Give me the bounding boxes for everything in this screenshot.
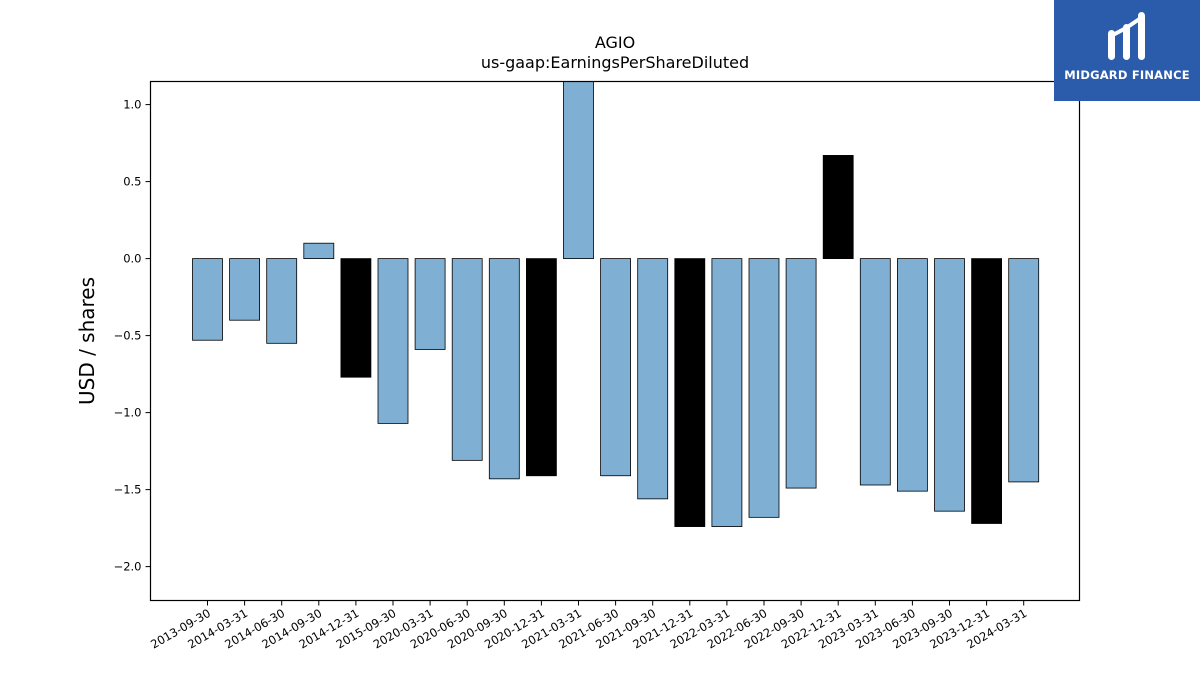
bar-2013-09-30 — [192, 258, 223, 341]
y-tick-label: −1.5 — [114, 483, 142, 497]
bar-2020-06-30 — [451, 258, 483, 461]
chart-title: AGIO — [595, 33, 635, 52]
bar-2021-03-31 — [563, 81, 594, 260]
bar-2021-12-31 — [674, 258, 706, 527]
bar-2021-06-30 — [600, 258, 631, 477]
y-tick-label: −0.5 — [114, 329, 142, 343]
bar-2023-06-30 — [897, 258, 928, 492]
y-tick-label: −1.0 — [114, 406, 142, 420]
y-tick-label: 1.0 — [123, 98, 141, 112]
logo-text: MIDGARD FINANCE — [1064, 68, 1190, 82]
bar-2020-03-31 — [414, 258, 446, 350]
bar-2022-06-30 — [748, 258, 780, 518]
bar-2024-03-31 — [1008, 258, 1040, 483]
bar-2014-06-30 — [266, 258, 298, 344]
bar-2022-03-31 — [711, 258, 743, 527]
bar-2022-09-30 — [785, 258, 817, 489]
bar-2014-09-30 — [303, 242, 335, 260]
y-tick-label: 0.5 — [123, 175, 141, 189]
bar-2015-09-30 — [377, 258, 409, 424]
y-tick-label: −2.0 — [114, 560, 142, 574]
chart-subtitle: us-gaap:EarningsPerShareDiluted — [481, 53, 749, 72]
bar-2023-12-31 — [971, 258, 1002, 524]
y-axis-label: USD / shares — [75, 277, 99, 405]
y-axis: 1.0 0.5 0.0 −0.5 −1.0 −1.5 −2.0 — [114, 98, 151, 574]
bar-2014-03-31 — [229, 258, 261, 321]
bar-2014-12-31 — [340, 258, 372, 378]
bar-2022-12-31 — [822, 155, 854, 260]
logo-mark-icon — [1108, 12, 1145, 60]
brand-logo: MIDGARD FINANCE — [1054, 0, 1200, 101]
bar-2021-09-30 — [637, 258, 669, 500]
bar-2023-03-31 — [859, 258, 891, 486]
plot-frame — [149, 80, 1081, 602]
bar-2023-09-30 — [934, 258, 965, 512]
y-tick-label: 0.0 — [123, 252, 141, 266]
bars-group — [192, 81, 1040, 527]
bar-2020-09-30 — [488, 258, 520, 480]
x-axis: 2013-09-302014-03-312014-06-302014-09-30… — [148, 600, 1029, 652]
bar-2020-12-31 — [526, 258, 557, 477]
